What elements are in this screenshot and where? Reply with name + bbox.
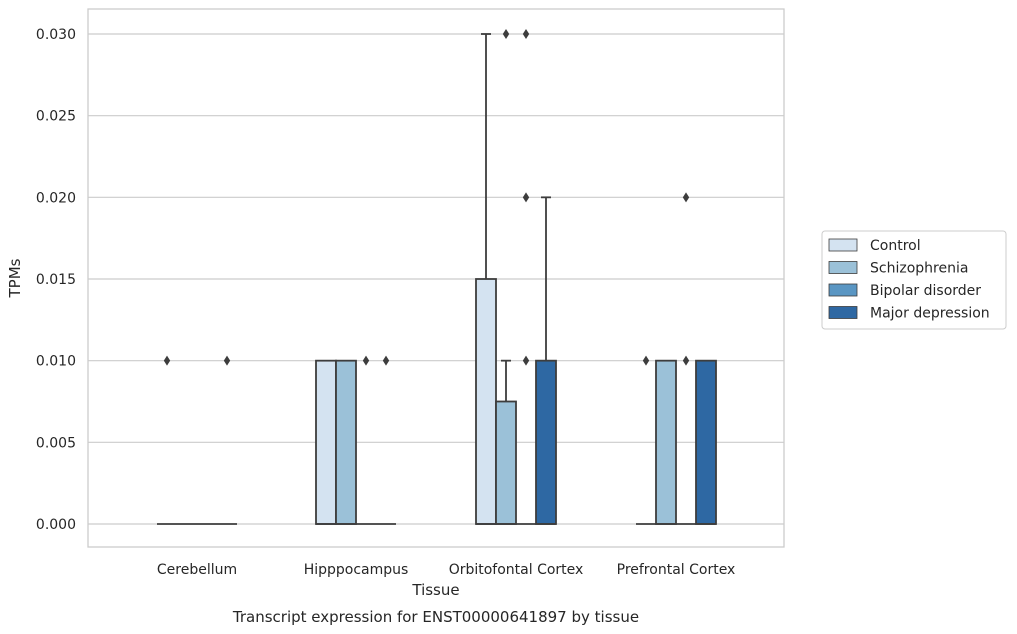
x-tick-label: Prefrontal Cortex	[617, 562, 736, 578]
box	[335, 359, 357, 525]
box	[475, 278, 497, 525]
legend: Control Schizophrenia Bipolar disorder Majo…	[821, 230, 1007, 330]
plot-frame	[87, 8, 785, 548]
y-tick-label: 0.000	[36, 517, 76, 533]
outlier-point	[522, 355, 530, 366]
outlier-point	[642, 355, 650, 366]
box-group	[516, 29, 536, 525]
legend-swatch	[828, 238, 858, 252]
box-group	[636, 355, 656, 525]
box-group	[217, 355, 237, 525]
y-tick-label: 0.010	[36, 354, 76, 370]
x-tick-label: Cerebellum	[157, 562, 237, 578]
box-group	[157, 355, 177, 525]
box-group	[315, 359, 337, 525]
y-axis-label: TPMs	[6, 258, 24, 298]
box-group	[676, 192, 696, 525]
box-group	[475, 33, 497, 525]
x-tick-label: Hipppocampus	[304, 562, 409, 578]
y-tick-label: 0.005	[36, 435, 76, 451]
box-group	[695, 359, 717, 525]
grid-lines	[88, 33, 784, 525]
box	[655, 359, 677, 525]
box-group	[535, 196, 557, 525]
outlier-point	[163, 355, 171, 366]
x-tick-label: Orbitofontal Cortex	[449, 562, 584, 578]
x-axis-label: Tissue	[411, 581, 459, 599]
legend-label: Control	[870, 238, 921, 254]
box	[695, 359, 717, 525]
box-group	[335, 359, 357, 525]
box-group	[376, 355, 396, 525]
outlier-point	[223, 355, 231, 366]
box	[315, 359, 337, 525]
legend-label: Bipolar disorder	[870, 283, 981, 299]
y-tick-label: 0.030	[36, 27, 76, 43]
boxes	[157, 29, 717, 525]
outlier-point	[382, 355, 390, 366]
outlier-point	[502, 29, 510, 39]
box	[495, 400, 517, 525]
legend-swatch	[828, 261, 858, 274]
x-tick-labels: Cerebellum Hipppocampus Orbitofontal Corte…	[157, 562, 735, 578]
legend-frame	[821, 230, 1007, 330]
box	[535, 359, 557, 525]
y-tick-labels: 0.000 0.005 0.010 0.015 0.020 0.025 0.030	[36, 27, 76, 533]
y-tick-label: 0.020	[36, 190, 76, 206]
chart-caption: Transcript expression for ENST0000064189…	[232, 608, 639, 626]
legend-swatch	[828, 283, 858, 297]
legend-swatch	[828, 306, 858, 319]
legend-label: Major depression	[870, 306, 990, 322]
outlier-point	[522, 192, 530, 203]
box-group	[356, 355, 376, 525]
outlier-point	[682, 192, 690, 203]
legend-label: Schizophrenia	[870, 261, 968, 277]
outlier-point	[682, 355, 690, 366]
y-tick-label: 0.025	[36, 109, 76, 125]
outlier-point	[522, 29, 530, 39]
y-tick-label: 0.015	[36, 272, 76, 288]
box-group	[495, 29, 517, 525]
box-group	[655, 359, 677, 525]
outlier-point	[362, 355, 370, 366]
